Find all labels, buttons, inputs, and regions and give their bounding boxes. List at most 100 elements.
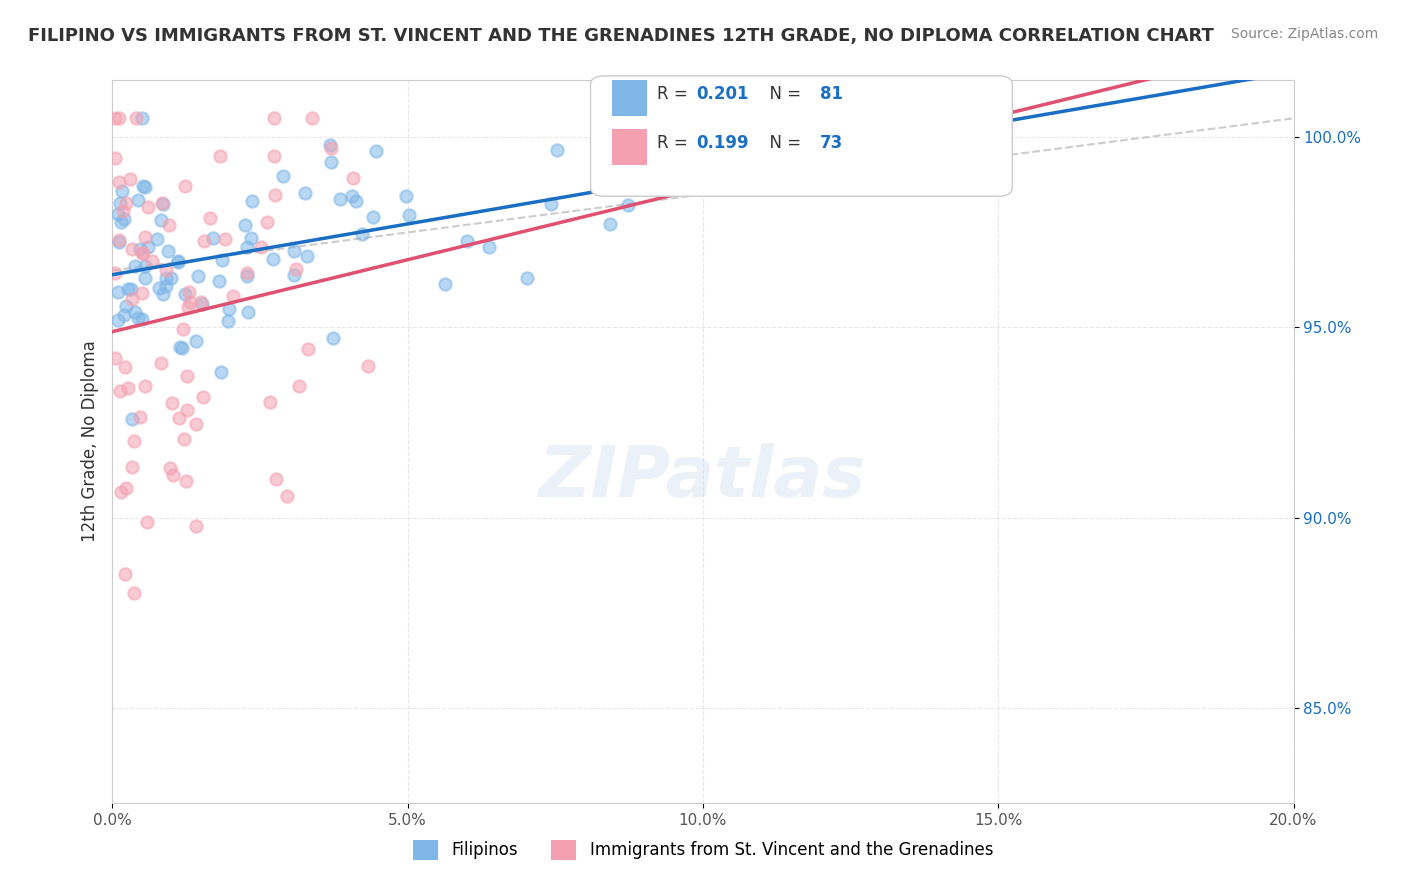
Point (124, 260, 146, 274)
Point (202, 230, 225, 244)
Point (104, 112, 127, 126)
Point (599, 217, 621, 231)
Point (162, 468, 184, 483)
Point (211, 252, 233, 267)
Point (124, 586, 146, 600)
Point (319, 138, 342, 153)
Point (328, 192, 350, 206)
Point (115, 195, 138, 210)
Point (357, 359, 380, 373)
Point (433, 277, 456, 292)
Text: N =: N = (759, 134, 807, 152)
Point (152, 197, 174, 211)
Point (127, 311, 149, 326)
Point (546, 144, 568, 158)
Point (184, 417, 207, 431)
Text: R =: R = (657, 134, 693, 152)
Point (233, 218, 256, 232)
Point (150, 195, 173, 210)
Point (160, 395, 183, 409)
Point (159, 461, 181, 475)
Point (114, 566, 136, 581)
Point (294, 186, 316, 200)
Point (173, 432, 195, 446)
Point (159, 270, 181, 285)
Text: N =: N = (759, 85, 807, 103)
Point (129, 242, 152, 256)
Point (319, 141, 342, 155)
Text: R =: R = (657, 85, 693, 103)
Text: Source: ZipAtlas.com: Source: ZipAtlas.com (1230, 27, 1378, 41)
Point (344, 194, 367, 208)
Point (111, 204, 134, 219)
Point (122, 434, 145, 448)
Point (107, 285, 129, 300)
Point (145, 232, 167, 246)
Point (288, 378, 311, 392)
Point (120, 282, 142, 296)
Point (208, 274, 231, 288)
Point (193, 234, 215, 248)
Point (283, 268, 305, 283)
Point (131, 312, 153, 326)
Point (150, 213, 173, 227)
Point (240, 194, 263, 208)
Point (120, 172, 142, 186)
Point (193, 390, 215, 404)
Point (456, 234, 478, 248)
Point (174, 474, 197, 488)
Point (134, 271, 156, 285)
Point (619, 152, 641, 166)
Point (236, 240, 259, 254)
Point (112, 212, 135, 227)
Point (214, 231, 236, 245)
Point (148, 281, 170, 295)
Point (256, 214, 278, 228)
Point (174, 286, 197, 301)
Point (134, 179, 156, 194)
Point (217, 314, 239, 328)
Point (176, 403, 198, 417)
Point (111, 184, 134, 198)
Point (222, 289, 245, 303)
Point (301, 112, 323, 126)
Point (155, 279, 177, 293)
Point (157, 218, 180, 232)
Point (132, 246, 155, 260)
Point (250, 240, 273, 254)
Point (110, 214, 132, 228)
Point (617, 198, 640, 212)
Point (121, 242, 143, 256)
Point (104, 351, 127, 366)
Point (190, 294, 212, 309)
Point (276, 489, 298, 503)
Point (121, 460, 143, 475)
Point (478, 239, 501, 253)
Point (540, 197, 562, 211)
Point (136, 239, 159, 253)
Point (155, 262, 177, 277)
Point (259, 395, 281, 409)
Point (295, 248, 318, 262)
Point (155, 271, 177, 285)
Text: 0.201: 0.201 (696, 85, 748, 103)
Point (263, 112, 285, 126)
Point (134, 259, 156, 273)
Point (110, 484, 132, 499)
Point (131, 112, 153, 126)
Point (134, 229, 156, 244)
Point (131, 179, 153, 194)
Point (191, 297, 214, 311)
Point (127, 193, 149, 207)
Point (264, 472, 287, 486)
Point (108, 384, 131, 398)
Point (117, 282, 139, 296)
Point (239, 231, 262, 245)
Point (107, 207, 129, 221)
Point (516, 271, 538, 285)
Point (184, 334, 207, 348)
Point (322, 330, 344, 344)
Y-axis label: 12th Grade, No Diploma: 12th Grade, No Diploma (80, 341, 98, 542)
Point (112, 308, 135, 322)
Point (131, 286, 153, 301)
